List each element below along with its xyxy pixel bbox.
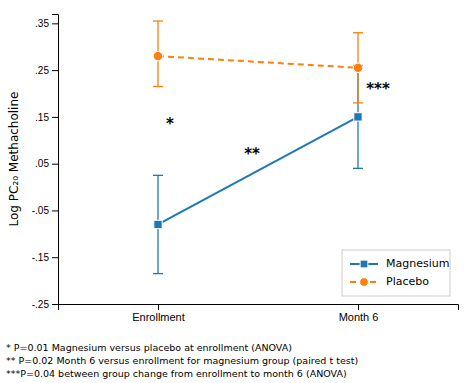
legend-marker [360,260,368,268]
x-tick-label: Enrollment [132,311,185,323]
annotations: ****** [166,80,390,163]
x-axis-line [59,305,459,311]
x-tick-mark [158,304,159,310]
y-tick: .35 [35,18,58,29]
error-bar-cap [353,102,363,103]
footnote: * P=0.01 Magnesium versus placebo at enr… [6,342,292,353]
y-tick: .05 [35,158,58,169]
legend-item: Magnesium [350,257,449,270]
y-tick-label: .15 [35,112,49,123]
y-tick-mark [52,210,58,211]
chart: Enrollment Month 6 -.25 -.15 -.05 .05 .15 .25 .3… [0,0,474,383]
y-tick: -.15 [32,252,58,263]
footnote: ** P=0.02 Month 6 versus enrollment for … [6,355,358,366]
y-tick-label: -.15 [32,252,50,263]
error-bar-cap [153,86,163,87]
y-tick: -.05 [32,205,58,216]
error-bar-cap [153,273,163,274]
error-bar-cap [153,20,163,21]
error-bar-cap [353,168,363,169]
y-tick-mark [52,164,58,165]
plot: Enrollment Month 6 -.25 -.15 -.05 .05 .15 .25 .3… [32,15,459,323]
legend-marker [360,278,369,287]
y-tick: -.25 [32,299,58,310]
x-tick: Enrollment [132,304,185,323]
y-tick-label: .05 [35,158,49,169]
point [354,113,362,121]
point [153,51,162,60]
error-bar-cap [353,32,363,33]
error-bar [153,175,163,273]
y-tick-label: -.25 [32,299,50,310]
y-tick-mark [52,23,58,24]
series [153,65,363,273]
legend-box [342,250,450,296]
legend: Magnesium Placebo [342,250,450,296]
annotation: *** [366,80,390,98]
x-tick-label: Month 6 [339,311,379,323]
footnotes: * P=0.01 Magnesium versus placebo at enr… [6,342,358,379]
legend-label: Magnesium [386,257,449,270]
legend-label: Placebo [386,275,429,288]
legend-item: Placebo [350,275,429,288]
y-axis-line [52,15,59,305]
y-axis-title: Log PC₂₀ Methacholine [7,92,21,227]
x-axis: Enrollment Month 6 [59,304,459,323]
y-tick-label: .35 [35,18,49,29]
footnote: ***P=0.04 between group change from enro… [6,368,347,379]
marks [153,21,363,274]
error-bar-cap [153,175,163,176]
series-line [158,56,358,68]
annotation: * [166,115,174,133]
y-tick-label: -.05 [32,205,50,216]
point [353,63,362,72]
error-bar [153,21,163,86]
point [154,220,162,228]
y-tick-mark [52,257,58,258]
annotation: ** [244,145,260,163]
y-tick: .15 [35,112,58,123]
y-tick-mark [52,304,58,305]
y-tick-label: .25 [35,65,49,76]
y-tick: .25 [35,65,58,76]
y-axis: -.25 -.15 -.05 .05 .15 .25 .35 [32,15,59,310]
series-line [158,117,358,225]
x-tick: Month 6 [339,304,379,323]
y-tick-mark [52,117,58,118]
series [153,21,363,103]
error-bar [353,33,363,103]
x-tick-mark [358,304,359,310]
y-tick-mark [52,70,58,71]
